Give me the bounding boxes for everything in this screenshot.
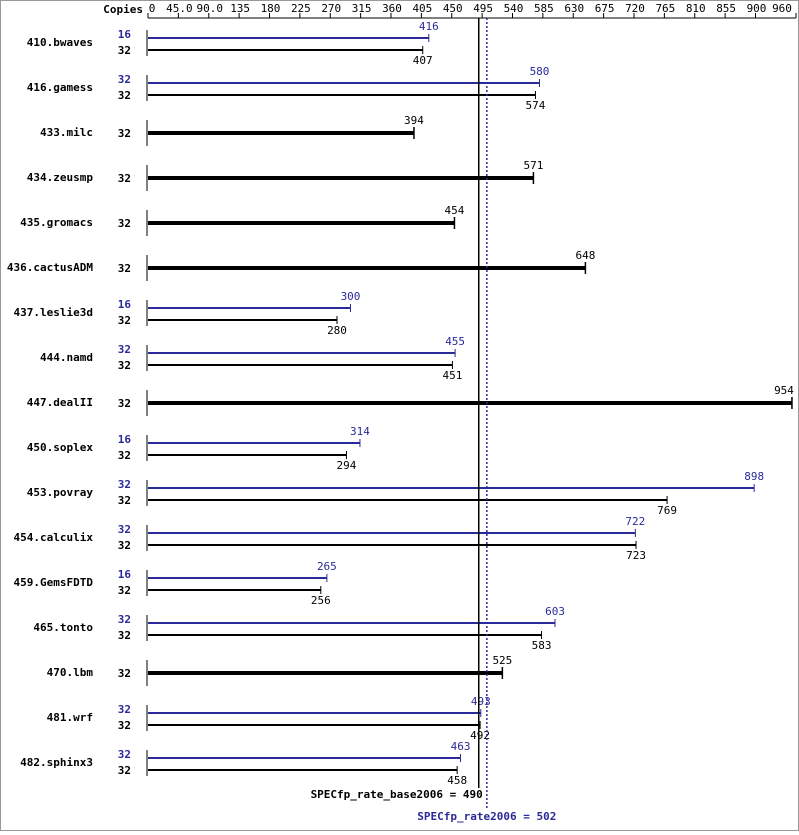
peak-value-label: 463 [451, 740, 471, 753]
base-value-label: 451 [442, 369, 462, 382]
benchmark-name: 450.soplex [27, 441, 94, 454]
x-tick-label: 675 [595, 2, 615, 15]
copies-header: Copies [103, 3, 143, 16]
peak-value-label: 493 [471, 695, 491, 708]
benchmark-name: 436.cactusADM [7, 261, 93, 274]
base-copies: 32 [118, 359, 131, 372]
base-copies: 32 [118, 262, 131, 275]
x-tick-label: 135 [230, 2, 250, 15]
x-tick-label: 585 [534, 2, 554, 15]
benchmark-name: 435.gromacs [20, 216, 93, 229]
peak-copies: 32 [118, 343, 131, 356]
x-tick-label: 0 [149, 2, 156, 15]
base-value-label: 394 [404, 114, 424, 127]
base-copies: 32 [118, 539, 131, 552]
base-value-label: 583 [532, 639, 552, 652]
peak-value-label: 314 [350, 425, 370, 438]
peak-copies: 32 [118, 523, 131, 536]
x-tick-label: 765 [655, 2, 675, 15]
base-value-label: 492 [470, 729, 490, 742]
base-copies: 32 [118, 172, 131, 185]
x-tick-label: 630 [564, 2, 584, 15]
benchmark-name: 453.povray [27, 486, 94, 499]
x-tick-label: 855 [716, 2, 736, 15]
peak-copies: 32 [118, 73, 131, 86]
base-value-label: 454 [445, 204, 465, 217]
base-value-label: 648 [575, 249, 595, 262]
base-copies: 32 [118, 314, 131, 327]
base-value-label: 525 [492, 654, 512, 667]
base-copies: 32 [118, 764, 131, 777]
benchmark-name: 434.zeusmp [27, 171, 94, 184]
peak-value-label: 603 [545, 605, 565, 618]
base-copies: 32 [118, 397, 131, 410]
base-copies: 32 [118, 449, 131, 462]
base-copies: 32 [118, 89, 131, 102]
base-copies: 32 [118, 217, 131, 230]
base-copies: 32 [118, 629, 131, 642]
peak-copies: 16 [118, 298, 132, 311]
x-tick-label: 960 [772, 2, 792, 15]
benchmark-name: 444.namd [40, 351, 93, 364]
peak-value-label: 722 [625, 515, 645, 528]
base-copies: 32 [118, 667, 131, 680]
peak-value-label: 455 [445, 335, 465, 348]
x-tick-label: 720 [625, 2, 645, 15]
peak-copies: 32 [118, 703, 131, 716]
base-copies: 32 [118, 494, 131, 507]
base-copies: 32 [118, 584, 131, 597]
base-copies: 32 [118, 44, 131, 57]
base-copies: 32 [118, 719, 131, 732]
base-value-label: 954 [774, 384, 794, 397]
x-tick-label: 360 [382, 2, 402, 15]
base-value-label: 574 [526, 99, 546, 112]
benchmark-name: 465.tonto [33, 621, 93, 634]
peak-copies: 32 [118, 748, 131, 761]
benchmark-name: 481.wrf [47, 711, 93, 724]
x-tick-label: 180 [261, 2, 281, 15]
peak-value-label: 898 [744, 470, 764, 483]
base-summary-label: SPECfp_rate_base2006 = 490 [311, 788, 483, 801]
benchmark-name: 416.gamess [27, 81, 93, 94]
base-value-label: 723 [626, 549, 646, 562]
x-tick-label: 540 [504, 2, 524, 15]
peak-value-label: 580 [530, 65, 550, 78]
peak-copies: 32 [118, 613, 131, 626]
benchmark-name: 459.GemsFDTD [14, 576, 94, 589]
x-tick-label: 900 [747, 2, 767, 15]
peak-copies: 16 [118, 433, 132, 446]
benchmark-name: 437.leslie3d [14, 306, 93, 319]
benchmark-name: 447.dealII [27, 396, 93, 409]
x-tick-label: 90.0 [197, 2, 224, 15]
base-value-label: 407 [413, 54, 433, 67]
peak-value-label: 265 [317, 560, 337, 573]
x-tick-label: 315 [352, 2, 372, 15]
x-tick-label: 450 [443, 2, 463, 15]
base-value-label: 769 [657, 504, 677, 517]
x-tick-label: 495 [473, 2, 493, 15]
peak-value-label: 416 [419, 20, 439, 33]
benchmark-name: 410.bwaves [27, 36, 93, 49]
x-tick-label: 810 [686, 2, 706, 15]
base-value-label: 294 [337, 459, 357, 472]
benchmark-name: 433.milc [40, 126, 93, 139]
x-tick-label: 45.0 [166, 2, 193, 15]
benchmark-name: 470.lbm [47, 666, 94, 679]
x-tick-label: 225 [291, 2, 311, 15]
peak-copies: 16 [118, 28, 132, 41]
x-tick-label: 270 [321, 2, 341, 15]
peak-copies: 32 [118, 478, 131, 491]
benchmark-name: 454.calculix [14, 531, 94, 544]
base-value-label: 571 [523, 159, 543, 172]
peak-value-label: 300 [341, 290, 361, 303]
base-value-label: 256 [311, 594, 331, 607]
peak-copies: 16 [118, 568, 132, 581]
benchmark-name: 482.sphinx3 [20, 756, 93, 769]
peak-summary-label: SPECfp_rate2006 = 502 [417, 810, 556, 823]
base-value-label: 458 [447, 774, 467, 787]
base-copies: 32 [118, 127, 131, 140]
x-tick-label: 405 [412, 2, 432, 15]
base-value-label: 280 [327, 324, 347, 337]
